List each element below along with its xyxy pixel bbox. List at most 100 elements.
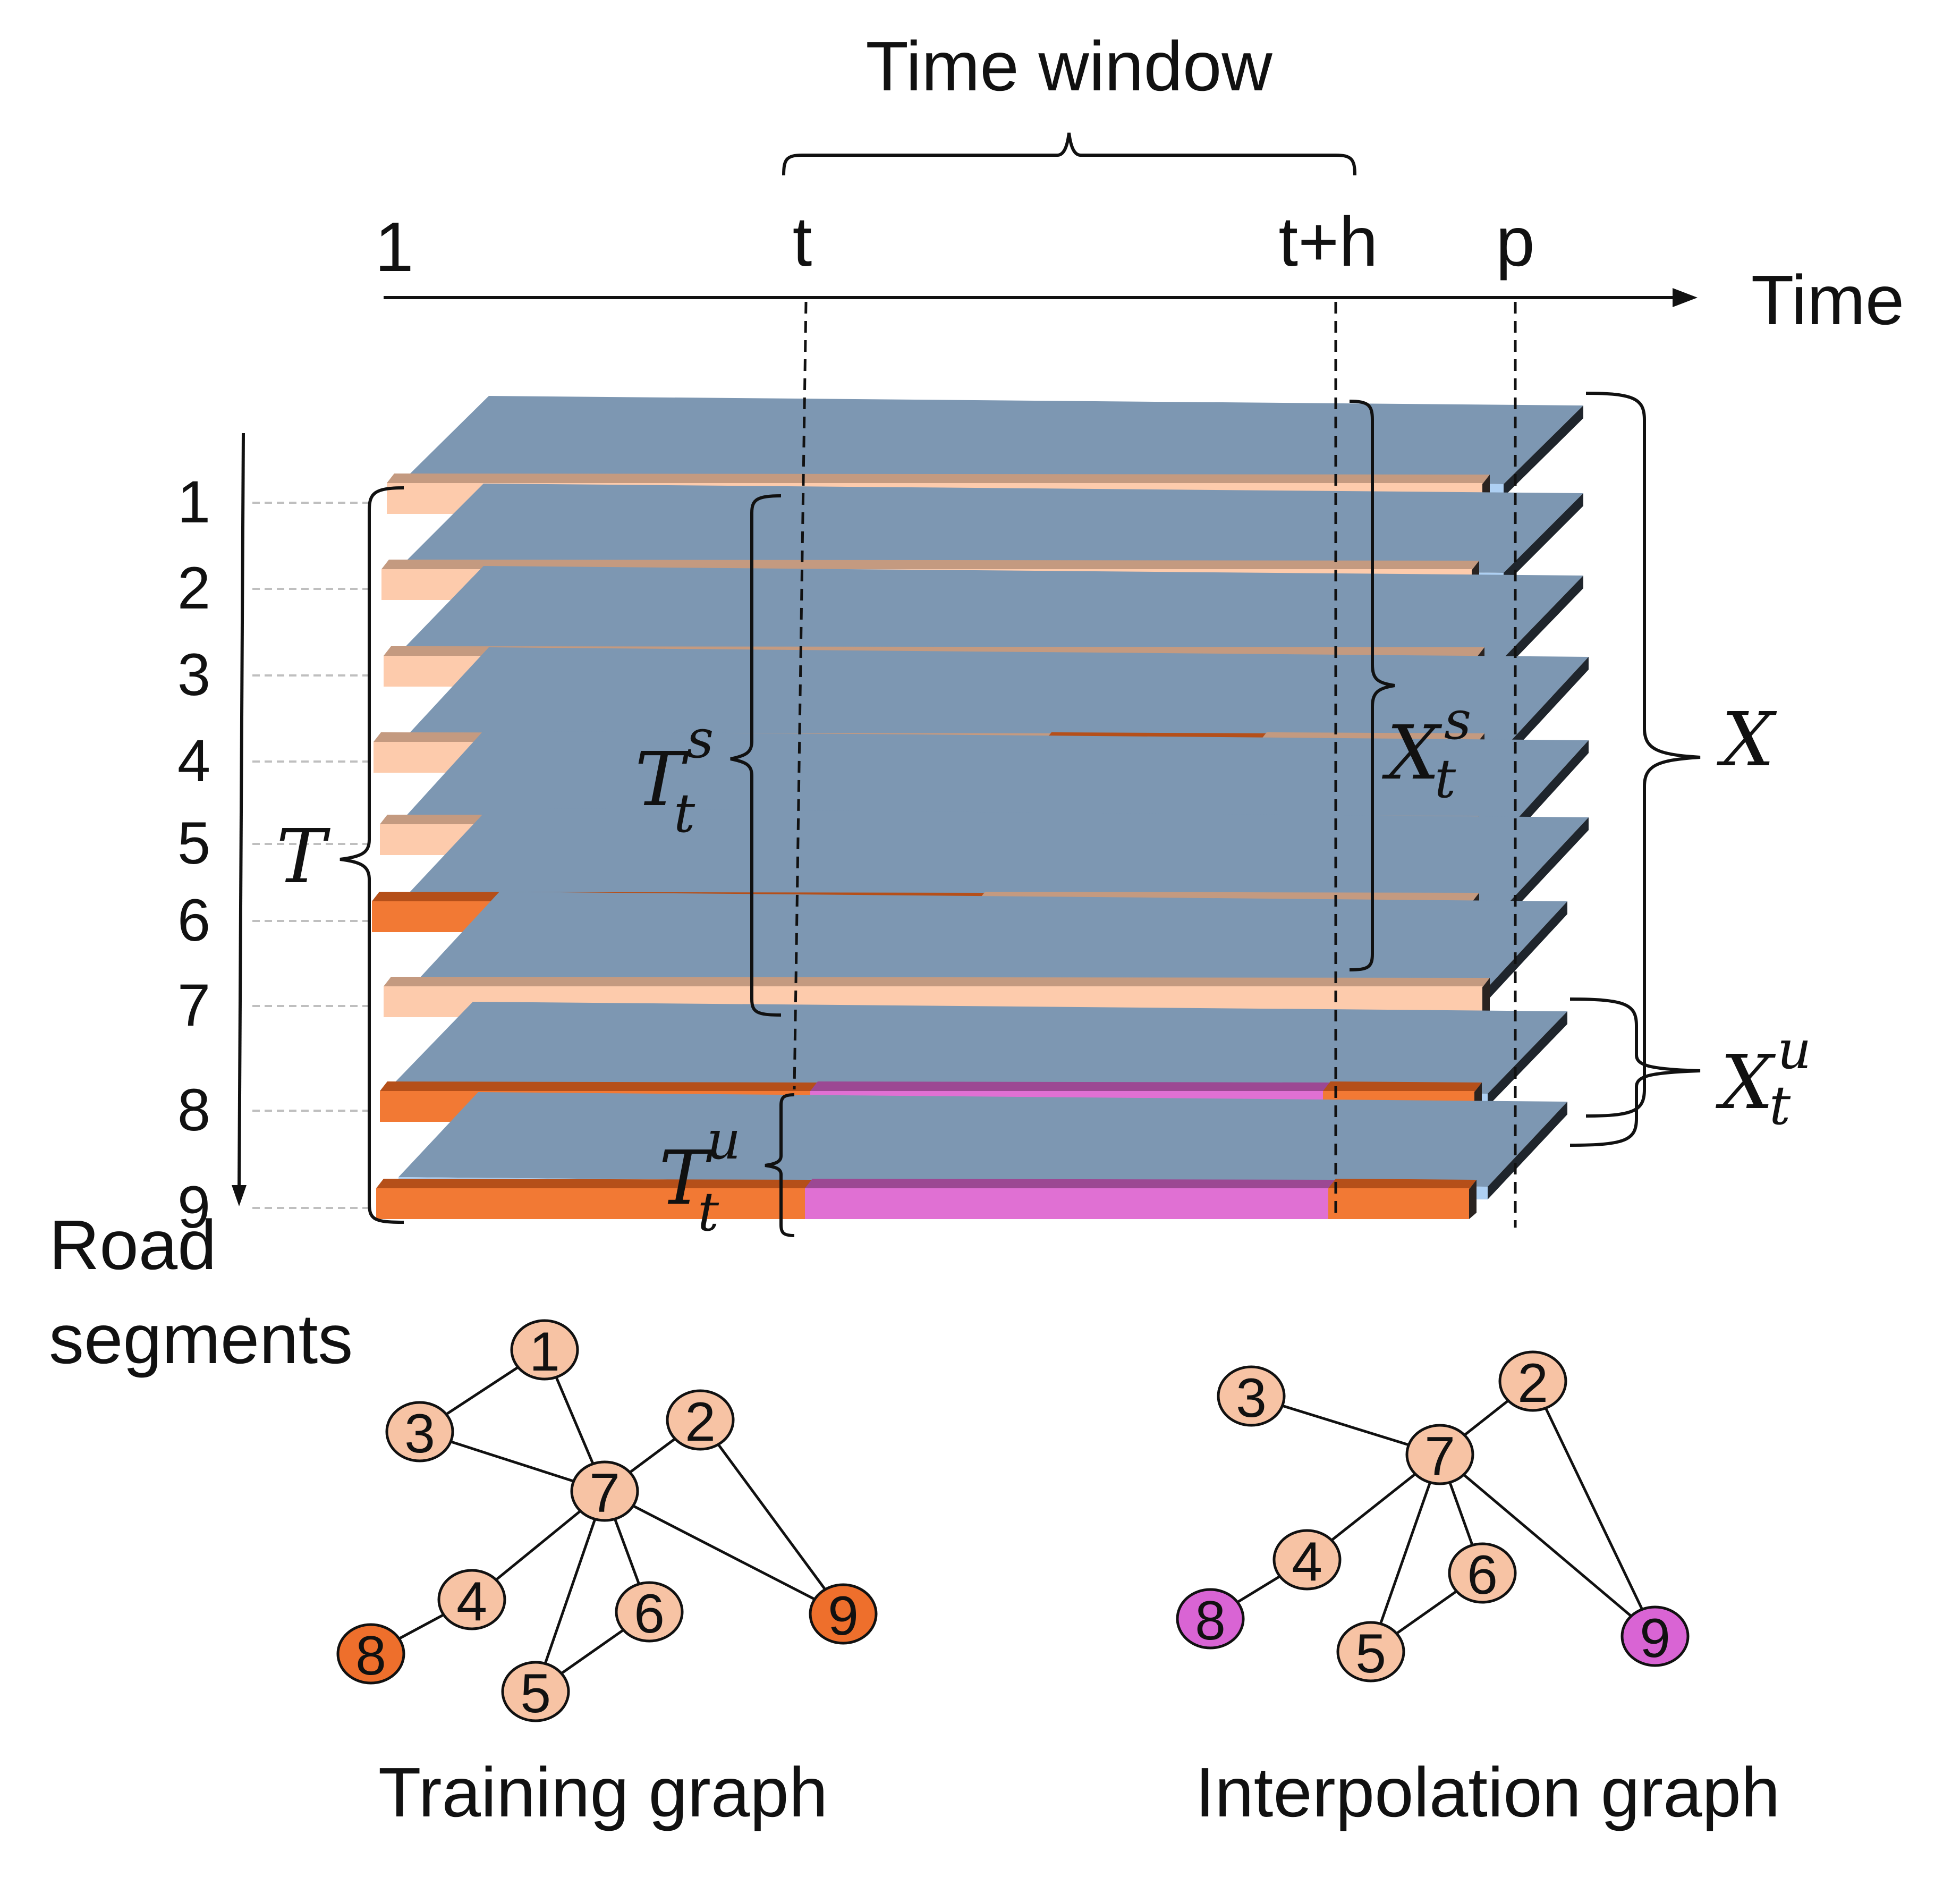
- bar-segment-magenta: [805, 1179, 1336, 1219]
- bar-segment-side: [1469, 1180, 1477, 1219]
- time-tick-1: 1: [375, 208, 413, 286]
- label-Xtu-sup: u: [1777, 1019, 1811, 1081]
- bar-segment-top: [1328, 1179, 1477, 1189]
- graph-node-label: 8: [1195, 1590, 1226, 1652]
- graph-node-circle: [809, 1583, 878, 1645]
- graph-node-label: 2: [685, 1391, 716, 1453]
- graph-node-5: 5: [501, 1661, 570, 1724]
- graph-node-circle: [1498, 1350, 1567, 1412]
- label-Tts-sub: t: [674, 782, 695, 844]
- label-Ttu-base: T: [659, 1135, 713, 1222]
- bar-segment-front: [376, 1188, 805, 1219]
- row-label-4: 4: [177, 728, 210, 794]
- graph-node-label: 5: [1355, 1623, 1386, 1685]
- road-axis-label-line2: segments: [49, 1300, 353, 1378]
- time-tick-p: p: [1496, 202, 1534, 281]
- row-label-5: 5: [177, 810, 210, 876]
- plate-top-face: [404, 731, 1589, 828]
- bar-segment-top: [384, 977, 1490, 987]
- graph-node-3: 3: [1217, 1365, 1286, 1429]
- graph-edge-7-5: [534, 1491, 606, 1692]
- plate-side-face: [1509, 657, 1589, 756]
- time-marker-t: [793, 301, 808, 1090]
- graph-node-circle: [336, 1623, 405, 1685]
- graph-edges: [1209, 1380, 1657, 1653]
- graph-node-8: 8: [1176, 1588, 1245, 1652]
- graph-edge-7-9: [604, 1490, 844, 1616]
- graph-node-6: 6: [1448, 1542, 1517, 1606]
- row-label-6: 6: [177, 887, 210, 953]
- bar-segment-top: [376, 1179, 812, 1189]
- brace-Xtu: [1569, 997, 1701, 1147]
- graph-node-circle: [1448, 1542, 1517, 1604]
- graph-node-label: 8: [355, 1625, 386, 1687]
- plate-top-face: [404, 566, 1583, 658]
- training-graph-title: Training graph: [378, 1753, 828, 1831]
- bar-segment-top: [1323, 1081, 1482, 1092]
- graph-node-7: 7: [570, 1460, 639, 1524]
- time-axis-arrowhead: [1673, 288, 1698, 307]
- graph-node-9: 9: [809, 1583, 878, 1647]
- graph-node-9: 9: [1620, 1605, 1690, 1669]
- graph-node-label: 3: [1236, 1367, 1267, 1429]
- label-Ttu-sub: t: [698, 1181, 719, 1243]
- training-graph: 1 2 3 45 6 7 8 9: [336, 1319, 878, 1724]
- bar-segment-front: [1328, 1188, 1469, 1219]
- graph-node-circle: [1272, 1529, 1342, 1591]
- graph-node-1: 1: [510, 1319, 579, 1383]
- graph-node-label: 9: [828, 1585, 859, 1647]
- graph-node-2: 2: [1498, 1350, 1567, 1414]
- plate-side-face: [1504, 576, 1583, 671]
- time-window-brace: [782, 132, 1356, 176]
- graph-node-label: 4: [456, 1571, 487, 1633]
- graph-node-circle: [1336, 1621, 1405, 1682]
- label-Xtu-sub: t: [1769, 1075, 1791, 1137]
- bar-segment-side: [1482, 978, 1490, 1017]
- time-tick-t: t: [793, 202, 812, 281]
- row-label-9: 9: [177, 1174, 210, 1240]
- label-Xts-base: X: [1381, 710, 1443, 797]
- label-Tts-base: T: [635, 737, 689, 823]
- graph-node-6: 6: [615, 1581, 684, 1645]
- row-labels: 1 2 3 4 5 6 7 8 9: [177, 469, 372, 1240]
- graph-node-circle: [1176, 1588, 1245, 1650]
- plate-top-face: [409, 647, 1589, 743]
- graph-edge-2-9: [699, 1419, 845, 1615]
- row-label-8: 8: [177, 1077, 210, 1143]
- graph-node-label: 6: [634, 1583, 665, 1645]
- brace-Xts: [1349, 400, 1395, 971]
- graph-node-3: 3: [385, 1401, 454, 1465]
- row-label-1: 1: [177, 469, 210, 535]
- label-T: T: [276, 814, 330, 900]
- graph-node-8: 8: [336, 1623, 405, 1687]
- road-segment-stack: [372, 396, 1589, 1219]
- label-Xts-sup: s: [1444, 689, 1471, 751]
- graph-node-circle: [570, 1460, 639, 1522]
- plate-side-face: [1488, 1011, 1567, 1106]
- brace-T: [340, 486, 404, 1224]
- label-Ttu: T t u: [659, 1109, 741, 1243]
- graph-node-label: 3: [404, 1403, 435, 1465]
- graph-node-4: 4: [1272, 1529, 1342, 1593]
- graph-edge-7-9: [1439, 1453, 1656, 1637]
- plate-top-face: [393, 1002, 1567, 1094]
- row-label-2: 2: [177, 555, 210, 621]
- label-Ttu-sup: u: [707, 1109, 741, 1171]
- bar-segment-front: [805, 1188, 1328, 1219]
- brace-Ttu: [765, 1093, 795, 1237]
- plate-top-face: [409, 396, 1583, 484]
- time-tick-t-plus-h: t+h: [1278, 202, 1378, 281]
- graph-node-circle: [666, 1389, 735, 1451]
- bar-segment-top: [805, 1179, 1336, 1189]
- time-axis-label: Time: [1751, 261, 1904, 339]
- graph-node-label: 4: [1292, 1531, 1322, 1593]
- bar-segment-top: [387, 474, 1490, 484]
- plate-side-face: [1504, 493, 1583, 586]
- graph-node-circle: [501, 1661, 570, 1722]
- graph-node-5: 5: [1336, 1621, 1405, 1685]
- plate-top-face: [398, 1092, 1567, 1187]
- label-Xtu: X t u: [1715, 1019, 1811, 1137]
- graph-node-label: 1: [529, 1321, 560, 1383]
- label-Xts-sub: t: [1435, 748, 1456, 810]
